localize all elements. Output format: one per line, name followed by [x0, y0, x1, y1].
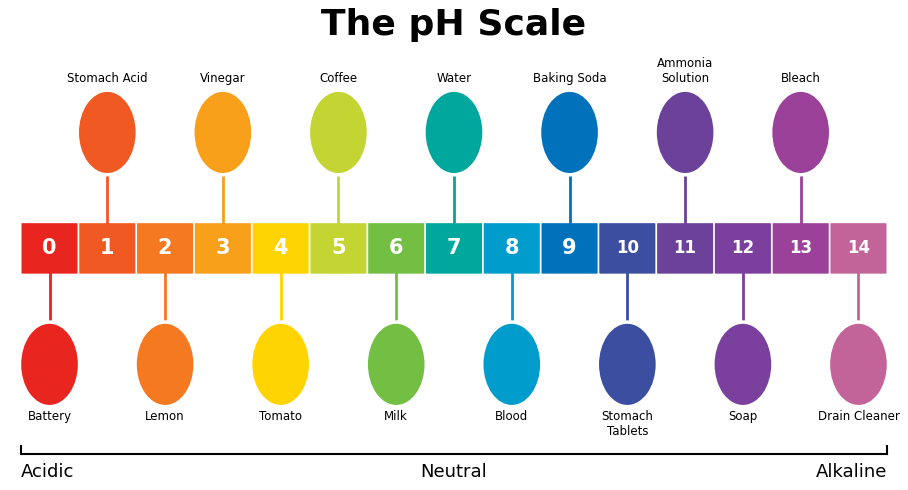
- Text: 11: 11: [674, 240, 696, 257]
- Ellipse shape: [482, 322, 542, 407]
- Text: 1: 1: [100, 239, 114, 258]
- Text: Vinegar: Vinegar: [200, 72, 246, 85]
- Text: Drain Cleaner: Drain Cleaner: [817, 410, 900, 423]
- Text: 3: 3: [215, 239, 230, 258]
- Text: 10: 10: [616, 240, 639, 257]
- Text: Alkaline: Alkaline: [816, 463, 887, 481]
- Text: 14: 14: [847, 240, 870, 257]
- Ellipse shape: [597, 322, 657, 407]
- Text: Blood: Blood: [495, 410, 528, 423]
- Text: The pH Scale: The pH Scale: [321, 8, 587, 43]
- Text: Baking Soda: Baking Soda: [533, 72, 607, 85]
- Text: 2: 2: [158, 239, 173, 258]
- Ellipse shape: [539, 90, 599, 175]
- Text: Lemon: Lemon: [145, 410, 185, 423]
- FancyBboxPatch shape: [252, 223, 309, 273]
- Ellipse shape: [135, 322, 195, 407]
- Ellipse shape: [771, 90, 831, 175]
- Ellipse shape: [251, 322, 311, 407]
- Text: 7: 7: [447, 239, 461, 258]
- Text: Soap: Soap: [728, 410, 757, 423]
- FancyBboxPatch shape: [599, 223, 656, 273]
- FancyBboxPatch shape: [484, 223, 540, 273]
- FancyBboxPatch shape: [541, 223, 597, 273]
- Text: Coffee: Coffee: [320, 72, 358, 85]
- FancyBboxPatch shape: [773, 223, 829, 273]
- FancyBboxPatch shape: [137, 223, 193, 273]
- FancyBboxPatch shape: [22, 223, 77, 273]
- Ellipse shape: [828, 322, 889, 407]
- Ellipse shape: [655, 90, 716, 175]
- Text: Stomach
Tablets: Stomach Tablets: [601, 410, 653, 438]
- Ellipse shape: [713, 322, 773, 407]
- Ellipse shape: [77, 90, 137, 175]
- Ellipse shape: [309, 90, 369, 175]
- FancyBboxPatch shape: [657, 223, 713, 273]
- Text: 13: 13: [789, 240, 813, 257]
- FancyBboxPatch shape: [195, 223, 251, 273]
- Text: Milk: Milk: [384, 410, 408, 423]
- Text: Tomato: Tomato: [259, 410, 302, 423]
- Text: 12: 12: [731, 240, 755, 257]
- Text: 9: 9: [562, 239, 577, 258]
- Text: Neutral: Neutral: [420, 463, 488, 481]
- FancyBboxPatch shape: [79, 223, 135, 273]
- Text: 6: 6: [389, 239, 403, 258]
- FancyBboxPatch shape: [831, 223, 886, 273]
- Ellipse shape: [192, 90, 253, 175]
- Ellipse shape: [19, 322, 80, 407]
- Text: 8: 8: [505, 239, 519, 258]
- Text: 0: 0: [43, 239, 57, 258]
- FancyBboxPatch shape: [311, 223, 367, 273]
- Text: Acidic: Acidic: [21, 463, 74, 481]
- FancyBboxPatch shape: [369, 223, 424, 273]
- Text: 4: 4: [273, 239, 288, 258]
- FancyBboxPatch shape: [715, 223, 771, 273]
- Text: Bleach: Bleach: [781, 72, 821, 85]
- Text: Stomach Acid: Stomach Acid: [67, 72, 148, 85]
- Ellipse shape: [366, 322, 426, 407]
- Text: Ammonia
Solution: Ammonia Solution: [657, 57, 714, 85]
- Text: Battery: Battery: [27, 410, 72, 423]
- Text: Water: Water: [437, 72, 471, 85]
- FancyBboxPatch shape: [426, 223, 482, 273]
- Text: 5: 5: [331, 239, 346, 258]
- Ellipse shape: [424, 90, 484, 175]
